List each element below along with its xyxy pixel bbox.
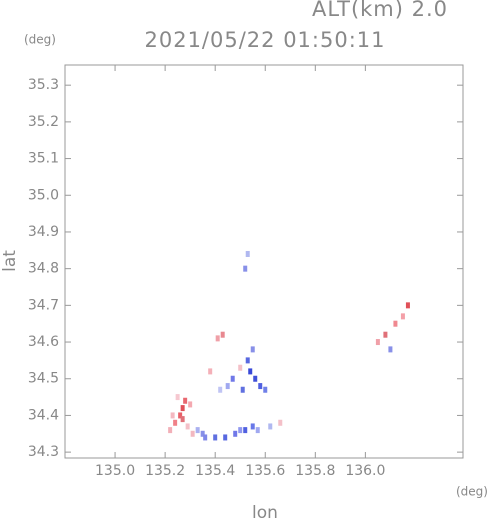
point xyxy=(208,368,213,375)
x-tick-label: 135.6 xyxy=(245,463,285,479)
point xyxy=(278,419,283,426)
point xyxy=(248,368,253,375)
point xyxy=(218,386,223,393)
point xyxy=(203,434,208,441)
point xyxy=(250,346,255,353)
x-unit: (deg) xyxy=(456,485,488,499)
point xyxy=(405,302,410,309)
point xyxy=(250,423,255,430)
y-tick-label: 34.6 xyxy=(28,334,59,350)
plot-frame xyxy=(64,64,464,459)
point xyxy=(245,250,250,257)
point xyxy=(243,265,248,272)
point xyxy=(180,416,185,423)
point xyxy=(215,335,220,342)
point xyxy=(238,364,243,371)
point xyxy=(393,320,398,327)
point xyxy=(268,423,273,430)
point xyxy=(240,386,245,393)
x-tick-label: 135.4 xyxy=(195,463,235,479)
point xyxy=(183,397,188,404)
y-tick-label: 34.8 xyxy=(28,261,59,277)
x-tick-label: 135.2 xyxy=(145,463,185,479)
point xyxy=(258,383,263,390)
point xyxy=(190,430,195,437)
y-tick-label: 34.5 xyxy=(28,371,59,387)
subtitle: ALT(km) 2.0 xyxy=(312,0,448,21)
point xyxy=(388,346,393,353)
point xyxy=(200,430,205,437)
point xyxy=(263,386,268,393)
chart-title: 2021/05/22 01:50:11 xyxy=(144,28,385,52)
x-axis-label: lon xyxy=(252,503,278,521)
point xyxy=(253,375,258,382)
point xyxy=(170,412,175,419)
point xyxy=(168,427,173,434)
point xyxy=(175,394,180,401)
x-tick-label: 136.0 xyxy=(345,463,385,479)
y-tick-label: 35.1 xyxy=(28,151,59,167)
x-tick-label: 135.0 xyxy=(95,463,135,479)
x-tick-label: 135.8 xyxy=(295,463,335,479)
y-unit: (deg) xyxy=(24,33,56,47)
point xyxy=(245,357,250,364)
point xyxy=(383,331,388,338)
y-tick-label: 34.7 xyxy=(28,297,59,313)
point xyxy=(230,375,235,382)
y-tick-label: 34.4 xyxy=(28,407,59,423)
y-tick-label: 35.2 xyxy=(28,114,59,130)
y-tick-label: 34.9 xyxy=(28,224,59,240)
point xyxy=(223,434,228,441)
point xyxy=(233,430,238,437)
y-tick-label: 35.0 xyxy=(28,187,59,203)
y-axis-label: lat xyxy=(0,250,20,272)
point xyxy=(220,331,225,338)
point xyxy=(173,419,178,426)
point xyxy=(225,383,230,390)
point xyxy=(255,427,260,434)
point xyxy=(375,339,380,346)
point xyxy=(178,412,183,419)
point xyxy=(238,427,243,434)
point xyxy=(195,427,200,434)
point xyxy=(185,423,190,430)
point xyxy=(180,405,185,412)
y-tick-label: 35.3 xyxy=(28,77,59,93)
point xyxy=(213,434,218,441)
point xyxy=(188,401,193,408)
point xyxy=(400,313,405,320)
y-tick-label: 34.3 xyxy=(28,444,59,460)
point xyxy=(243,427,248,434)
